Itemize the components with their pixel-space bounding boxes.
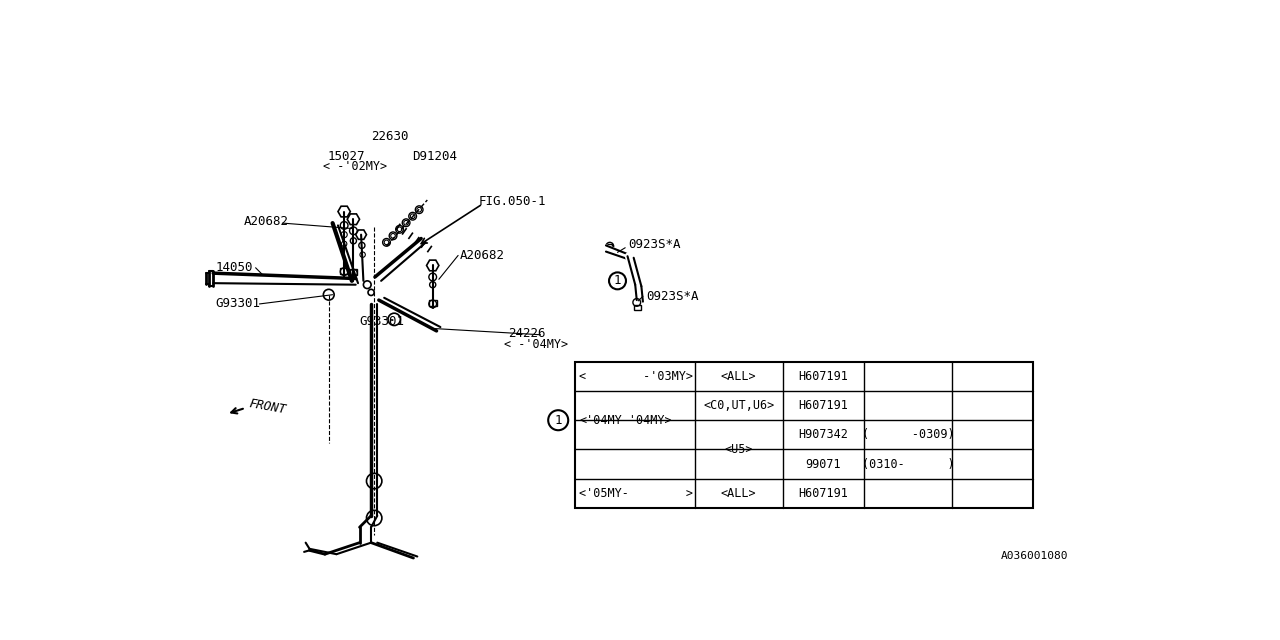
Text: 24226: 24226 [508, 326, 545, 340]
Text: <'05MY-        >: <'05MY- > [579, 487, 692, 500]
Text: 15027: 15027 [328, 150, 365, 163]
Text: <U5>: <U5> [724, 443, 753, 456]
Text: G93301: G93301 [215, 298, 261, 310]
Bar [635, 305, 640, 310]
Text: A036001080: A036001080 [1001, 551, 1068, 561]
Text: H607191: H607191 [799, 370, 849, 383]
Text: 14050: 14050 [215, 261, 253, 275]
Text: <ALL>: <ALL> [721, 370, 756, 383]
Text: (      -0309): ( -0309) [861, 428, 955, 442]
Text: D91204: D91204 [412, 150, 457, 163]
Bar [575, 362, 1033, 508]
Text: FRONT: FRONT [248, 397, 287, 416]
Bar [340, 268, 348, 274]
Text: A20682: A20682 [244, 215, 289, 228]
Text: G93301: G93301 [360, 315, 404, 328]
Bar [429, 300, 436, 307]
Text: <        -'03MY>: < -'03MY> [579, 370, 692, 383]
Text: H607191: H607191 [799, 487, 849, 500]
Bar [349, 269, 357, 275]
Text: FIG.050-1: FIG.050-1 [479, 195, 547, 208]
Text: <C0,UT,U6>: <C0,UT,U6> [703, 399, 774, 412]
Text: < -'04MY>: < -'04MY> [503, 339, 567, 351]
Bar [608, 244, 612, 248]
Text: 1: 1 [554, 413, 562, 427]
Text: 0923S*A: 0923S*A [628, 238, 681, 251]
Text: A20682: A20682 [460, 249, 504, 262]
Text: <'04MY-'04MY>: <'04MY-'04MY> [579, 413, 672, 427]
Text: 22630: 22630 [371, 129, 408, 143]
Text: <ALL>: <ALL> [721, 487, 756, 500]
Text: 99071: 99071 [805, 458, 841, 470]
Text: 0923S*A: 0923S*A [646, 290, 699, 303]
Text: H607191: H607191 [799, 399, 849, 412]
Text: (0310-      ): (0310- ) [861, 458, 955, 470]
Text: H907342: H907342 [799, 428, 849, 442]
Text: < -'02MY>: < -'02MY> [323, 161, 387, 173]
Text: 1: 1 [613, 275, 621, 287]
